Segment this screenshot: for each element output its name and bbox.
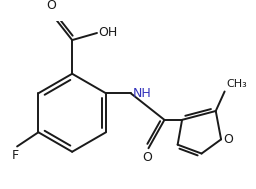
Text: NH: NH bbox=[133, 87, 151, 100]
Text: O: O bbox=[224, 133, 234, 146]
Text: O: O bbox=[46, 0, 56, 12]
Text: CH₃: CH₃ bbox=[226, 79, 247, 89]
Text: F: F bbox=[12, 149, 19, 162]
Text: OH: OH bbox=[99, 26, 118, 40]
Text: O: O bbox=[142, 151, 152, 164]
